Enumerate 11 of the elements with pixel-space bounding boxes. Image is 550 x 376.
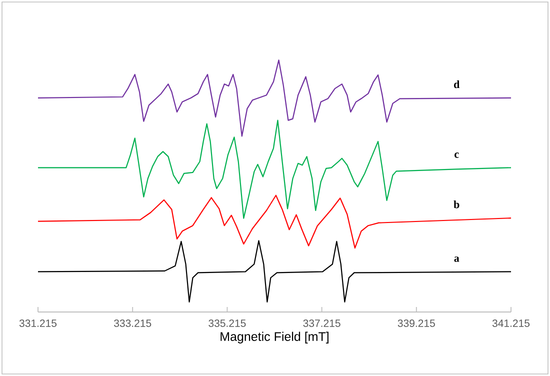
x-axis-title: Magnetic Field [mT]	[220, 332, 328, 344]
series-label: b	[454, 200, 460, 208]
x-tick-label: 337.215	[303, 320, 340, 327]
series-label: d	[454, 80, 460, 88]
x-tick-label: 339.215	[398, 320, 435, 327]
x-tick-label: 341.215	[492, 320, 530, 327]
x-tick-label: 331.215	[19, 320, 57, 327]
series-label: a	[454, 256, 460, 262]
x-tick-label: 335.215	[208, 320, 246, 327]
series-label: c	[454, 152, 459, 158]
x-tick-label: 333.215	[114, 320, 152, 327]
